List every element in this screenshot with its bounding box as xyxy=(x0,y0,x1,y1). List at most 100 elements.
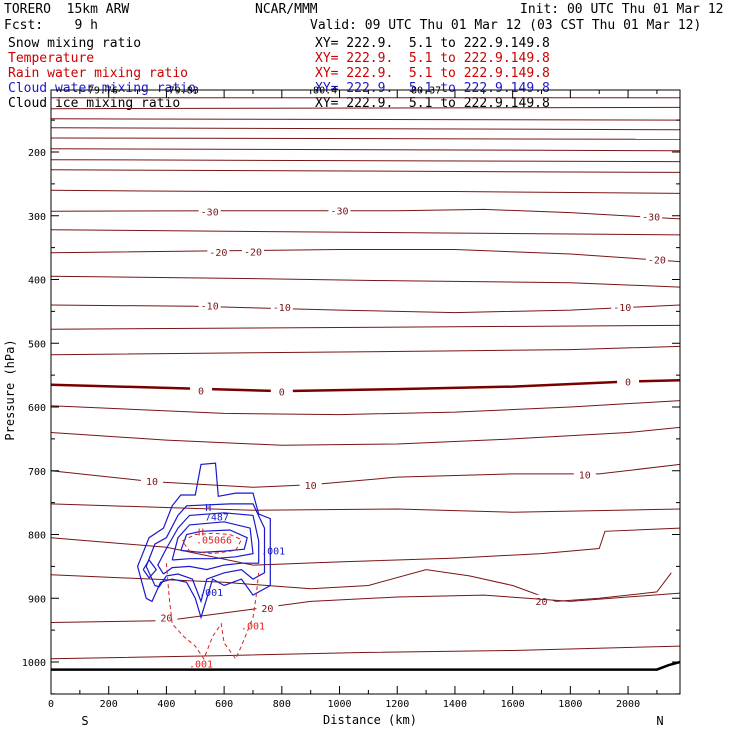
temperature-label: 20 xyxy=(261,604,273,615)
temperature-label: 20 xyxy=(160,613,172,624)
temperature-label: 10 xyxy=(146,477,158,488)
temperature-label: 10 xyxy=(579,471,591,482)
top-value-label: 79.76 xyxy=(88,86,118,97)
x-tick-label: 1400 xyxy=(443,699,467,710)
temperature-line-6 xyxy=(50,159,681,163)
cloud-water-label: .001 xyxy=(199,588,223,599)
rain-water-label: .001 xyxy=(189,659,213,670)
temperature-label-bg xyxy=(640,210,663,222)
temperature-line-22 xyxy=(50,569,672,602)
temperature-label: -10 xyxy=(273,303,291,314)
plot-frame xyxy=(50,89,681,695)
x-tick-label: 1200 xyxy=(385,699,409,710)
temperature-line-12 xyxy=(50,275,681,288)
temperature-label-bg xyxy=(328,204,351,216)
cloud-water-contour-2 xyxy=(157,512,260,575)
temperature-line-14 xyxy=(50,324,681,330)
temperature-label-bg xyxy=(198,205,221,217)
cloud-water-label: H xyxy=(205,503,211,514)
temperature-label-bg xyxy=(155,611,178,623)
legend-xy-4: XY= 222.9. 5.1 to 222.9.149.8 xyxy=(315,96,550,111)
temperature-line-18 xyxy=(50,426,681,446)
y-tick-label: 600 xyxy=(28,403,46,414)
x-tick-label: 600 xyxy=(215,699,233,710)
temperature-line-23 xyxy=(50,592,681,623)
temperature-line-9 xyxy=(50,208,681,220)
temperature-line-15 xyxy=(50,345,681,356)
rain-water-label: .05066 xyxy=(196,536,232,547)
cloud-water-contour-0 xyxy=(136,462,271,620)
top-value-label: 80.4 xyxy=(313,86,337,97)
temperature-line-4 xyxy=(50,137,681,140)
x-tick-label: 1600 xyxy=(501,699,525,710)
temperature-label-bg xyxy=(645,253,668,265)
temperature-label: 0 xyxy=(625,378,631,389)
temperature-line-16 xyxy=(50,378,681,393)
y-axis-title: Pressure (hPa) xyxy=(3,339,17,440)
y-tick-label: 1000 xyxy=(22,658,46,669)
cloud-water-label: 7487 xyxy=(205,513,229,524)
temperature-label: -20 xyxy=(648,256,666,267)
temperature-label-bg xyxy=(190,384,213,396)
temperature-line-17 xyxy=(50,400,681,416)
legend-xy-0: XY= 222.9. 5.1 to 222.9.149.8 xyxy=(315,36,550,51)
temperature-line-20 xyxy=(50,503,681,513)
legend-xy-3: XY= 222.9. 5.1 to 222.9.149.8 xyxy=(315,81,550,96)
x-tick-label: 400 xyxy=(157,699,175,710)
temperature-label-bg xyxy=(611,300,634,312)
north-label: N xyxy=(656,714,663,728)
temperature-label-bg xyxy=(299,478,322,490)
temperature-label-bg xyxy=(198,299,221,311)
temperature-line-24 xyxy=(50,645,681,660)
rain-water-contour-1 xyxy=(181,532,243,555)
rain-water-label: .001 xyxy=(241,622,265,633)
temperature-line-21 xyxy=(50,527,681,566)
temperature-label-bg xyxy=(207,246,230,258)
y-tick-label: 300 xyxy=(28,212,46,223)
temperature-label-bg xyxy=(241,245,264,257)
temperature-line-11 xyxy=(50,249,681,263)
legend-name-2: Rain water mixing ratio xyxy=(8,66,189,81)
temperature-lines: -30 -30 -30 -20 -20 -20 -10 -10 -10 0 0 0 10 10 10 20 20… xyxy=(50,97,681,660)
temperature-label: -30 xyxy=(331,207,349,218)
model-name: TORERO 15km ARW xyxy=(4,2,130,17)
legend-name-1: Temperature xyxy=(8,51,95,66)
temperature-line-8 xyxy=(50,189,681,194)
south-label: S xyxy=(81,714,88,728)
temperature-line-13 xyxy=(50,304,681,314)
temperature-line-10 xyxy=(50,229,681,236)
legend-name-0: Snow mixing ratio xyxy=(8,36,142,51)
temperature-label: 20 xyxy=(535,597,547,608)
cloud-water-label: .001 xyxy=(261,546,285,557)
temperature-label: -30 xyxy=(201,207,219,218)
rain-water-contour-0 xyxy=(165,563,260,660)
temperature-label: -20 xyxy=(209,248,227,259)
temperature-label-bg xyxy=(573,468,596,480)
y-tick-label: 700 xyxy=(28,467,46,478)
y-tick-label: 500 xyxy=(28,339,46,350)
temperature-line-7 xyxy=(50,169,681,173)
temperature-label-bg xyxy=(530,594,553,606)
init-time: Init: 00 UTC Thu 01 Mar 12 xyxy=(520,2,724,17)
forecast-hour: Fcst: 9 h xyxy=(4,18,98,33)
rain-water-contours xyxy=(165,532,260,660)
legend-xy-2: XY= 222.9. 5.1 to 222.9.149.8 xyxy=(315,66,550,81)
valid-time: Valid: 09 UTC Thu 01 Mar 12 (03 CST Thu … xyxy=(310,18,702,33)
x-tick-label: 200 xyxy=(100,699,118,710)
temperature-label-bg xyxy=(140,474,163,486)
x-tick-label: 800 xyxy=(273,699,291,710)
temperature-line-2 xyxy=(50,118,681,121)
cloud-water-contour-5 xyxy=(142,558,158,579)
temperature-label: -30 xyxy=(642,212,660,223)
cloud-water-contour-3 xyxy=(171,521,254,561)
temperature-label-bg xyxy=(617,375,640,387)
legend-xy-1: XY= 222.9. 5.1 to 222.9.149.8 xyxy=(315,51,550,66)
temperature-label-bg xyxy=(256,601,279,613)
y-tick-label: 400 xyxy=(28,276,46,287)
x-tick-label: 1800 xyxy=(558,699,582,710)
top-value-label: 79.83 xyxy=(169,86,199,97)
org-name: NCAR/MMM xyxy=(255,2,318,17)
y-tick-label: 900 xyxy=(28,594,46,605)
